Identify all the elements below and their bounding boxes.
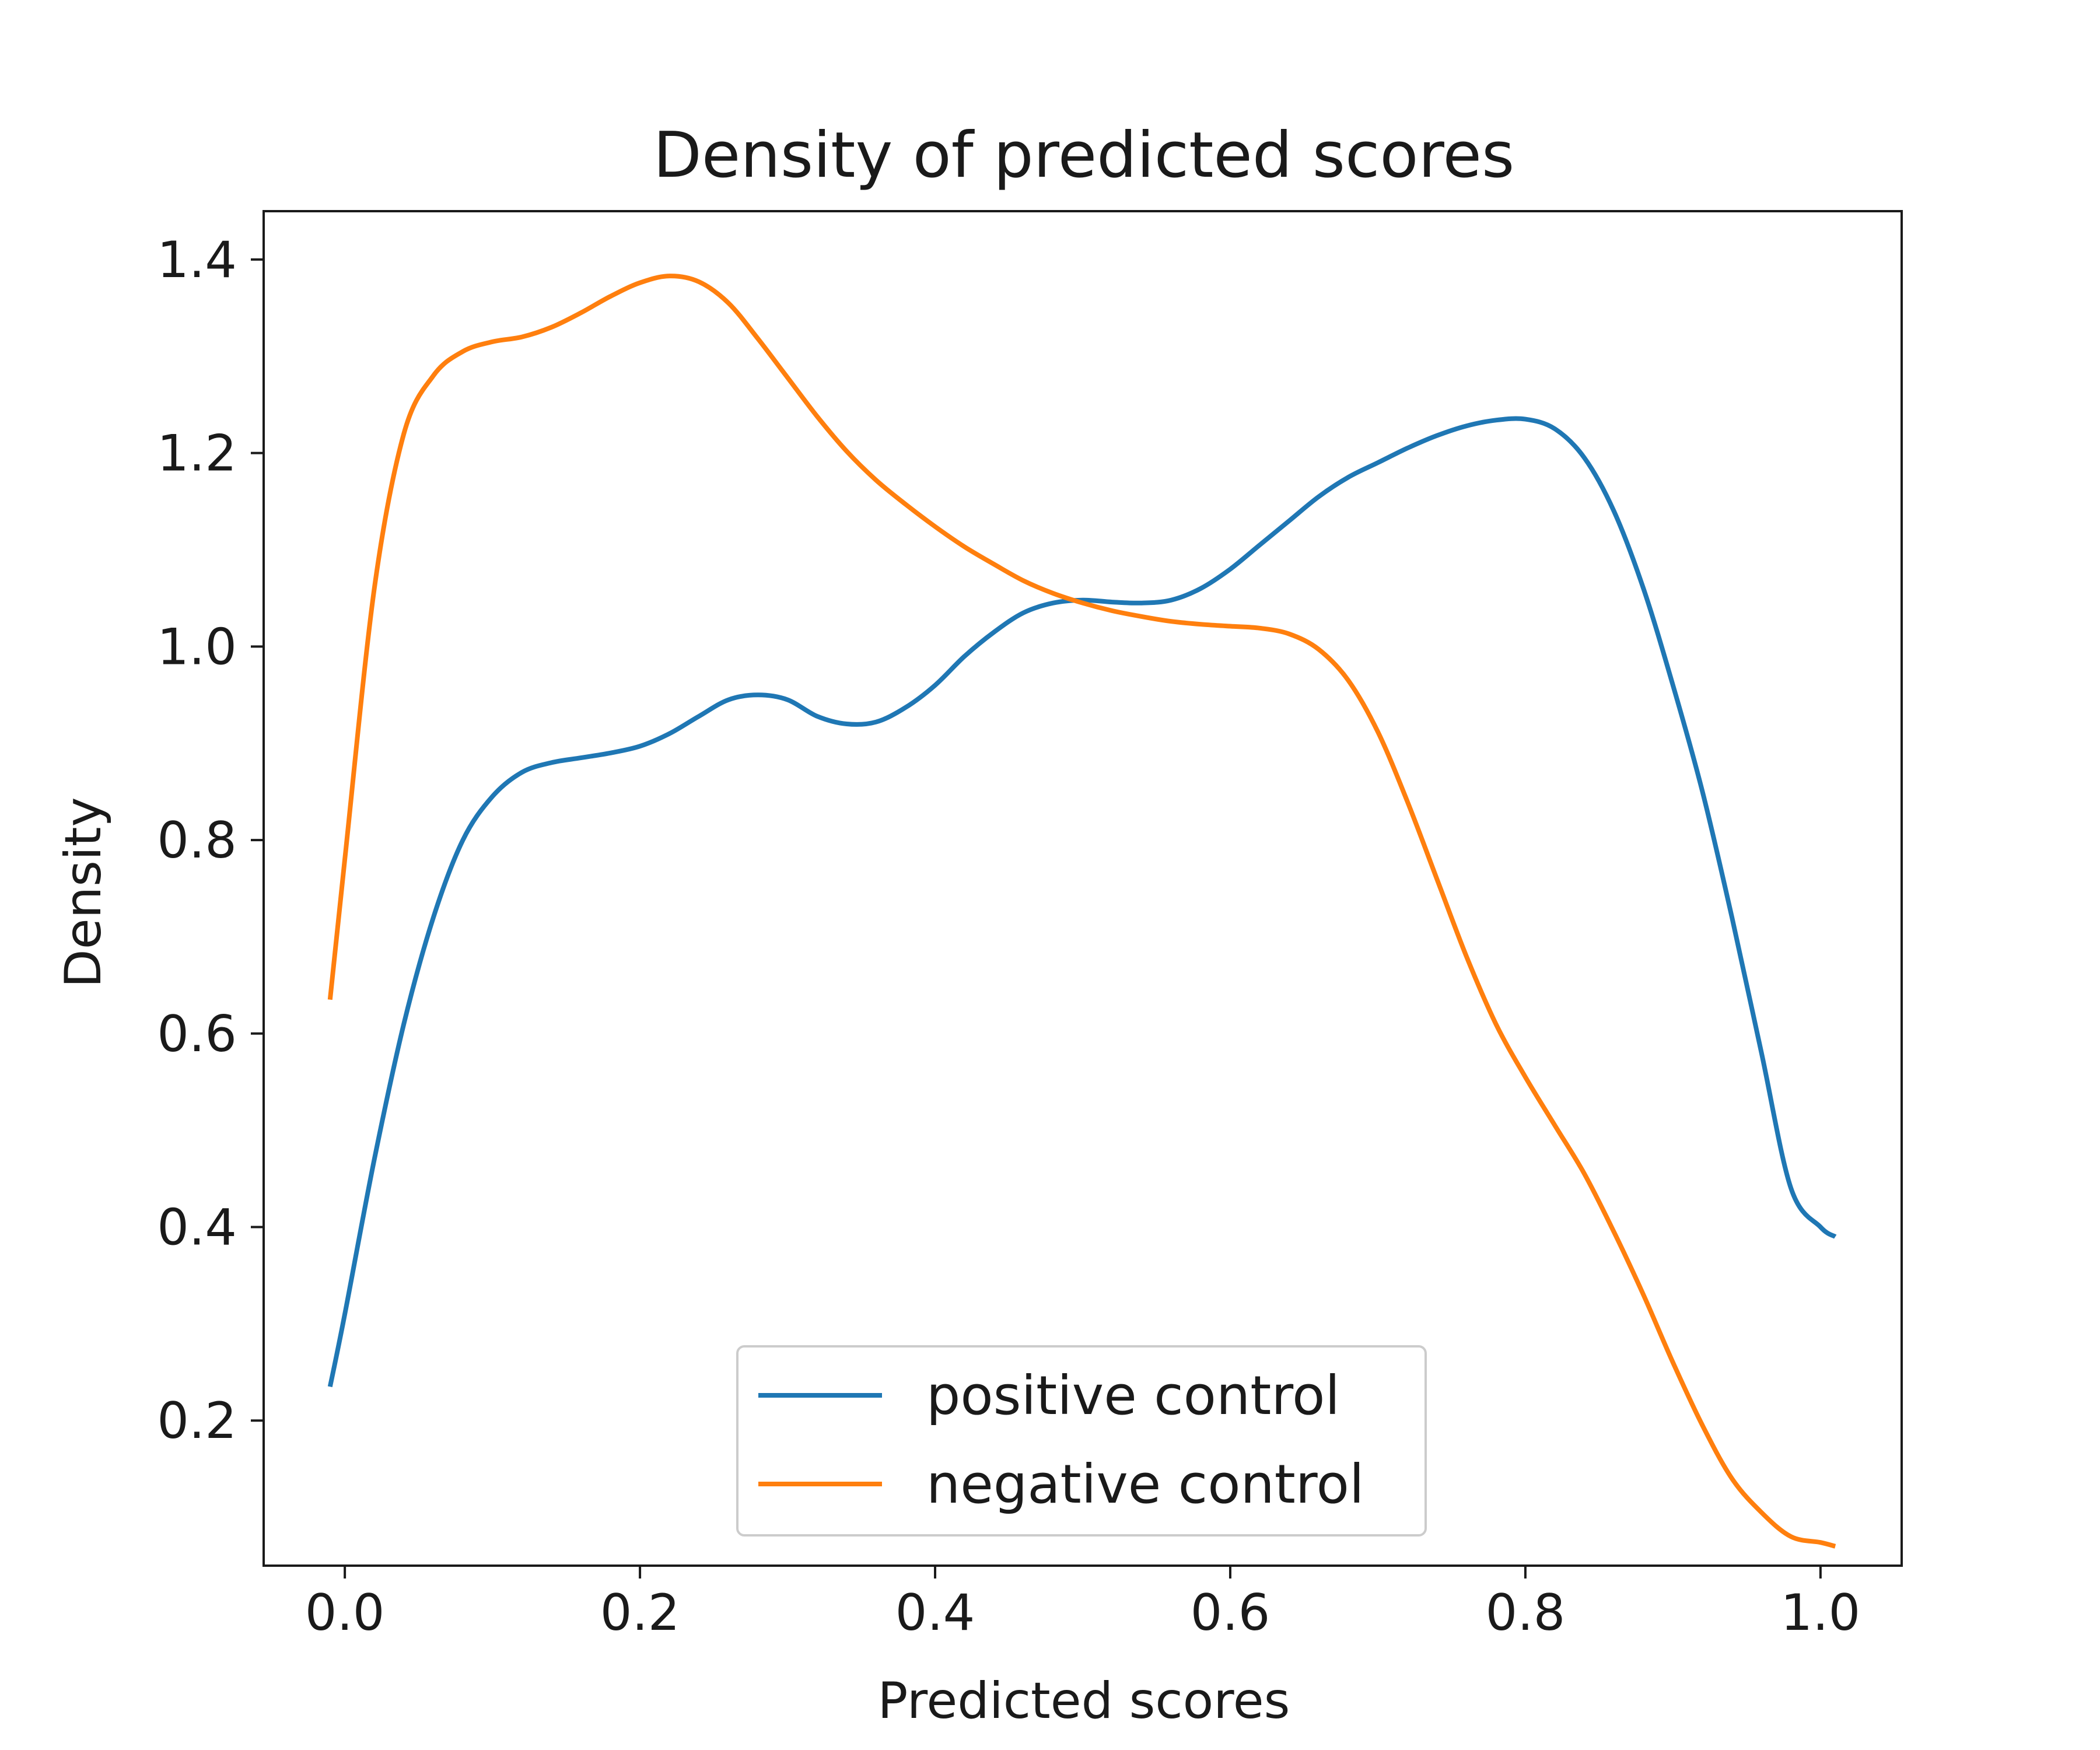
plot-frame [262,210,1903,1567]
x-tick-label: 0.0 [305,1584,385,1642]
x-tick-label: 0.4 [895,1584,975,1642]
y-tick-label: 0.2 [157,1392,237,1450]
series-line-positive-control [327,416,1837,1388]
y-tick-label: 1.4 [157,231,237,289]
y-tick-label: 0.4 [157,1199,237,1257]
series-line-negative-control [327,274,1836,1549]
y-tick-label: 1.0 [157,618,237,676]
y-tick-label: 1.2 [157,425,237,483]
y-tick-label: 0.6 [157,1005,237,1063]
y-axis-label: Density [54,797,113,988]
y-axis: 0.2 0.4 0.6 0.8 1.0 1.2 1.4 [157,231,264,1450]
x-axis-label: Predicted scores [878,1672,1290,1730]
x-tick-label: 1.0 [1780,1584,1860,1642]
y-tick-label: 0.8 [157,811,237,870]
x-tick-label: 0.8 [1486,1584,1566,1642]
legend: positive control negative control [736,1345,1427,1536]
legend-box [736,1345,1427,1536]
legend-label-positive-control: positive control [926,1364,1340,1427]
x-tick-label: 0.2 [600,1584,680,1642]
chart-title: Density of predicted scores [653,119,1514,192]
series-lines [327,274,1837,1549]
x-axis: 0.0 0.2 0.4 0.6 0.8 1.0 [305,1566,1860,1642]
x-tick-label: 0.6 [1191,1584,1270,1642]
legend-label-negative-control: negative control [926,1453,1364,1516]
